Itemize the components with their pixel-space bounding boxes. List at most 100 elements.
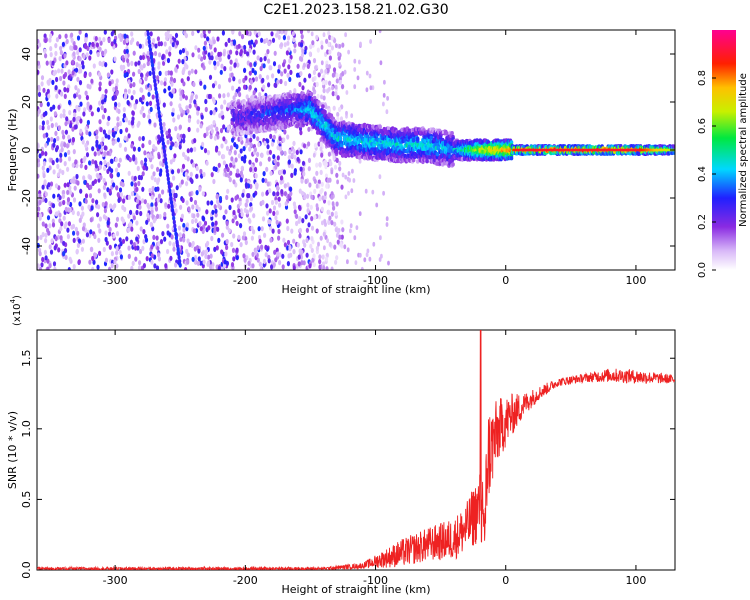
noise-speckle [51,79,55,85]
noise-speckle [106,220,110,226]
noise-speckle [211,221,215,227]
noise-speckle [327,209,331,215]
noise-speckle [256,245,260,251]
noise-speckle [382,93,386,98]
noise-speckle [114,222,118,228]
noise-speckle [194,94,198,100]
noise-speckle [70,32,74,38]
noise-speckle [266,181,270,187]
noise-speckle [190,68,194,74]
noise-speckle [202,54,207,61]
noise-speckle [106,161,110,167]
noise-speckle [288,58,292,64]
noise-speckle [369,85,373,91]
noise-speckle [110,251,114,257]
noise-speckle [84,164,88,170]
noise-speckle [191,240,195,247]
noise-speckle [102,129,106,135]
noise-speckle [344,32,347,38]
band-cell [295,123,299,129]
noise-speckle [292,148,296,154]
noise-speckle [234,195,238,201]
noise-speckle [196,106,201,112]
noise-speckle [141,186,145,192]
noise-speckle [200,56,204,62]
noise-speckle [202,65,206,71]
noise-speckle [196,127,200,133]
noise-speckle [323,194,327,200]
noise-speckle [193,259,197,265]
noise-speckle [53,266,57,270]
noise-speckle [307,166,311,172]
noise-speckle [62,112,66,118]
noise-speckle [309,204,313,210]
noise-speckle [196,119,200,125]
noise-speckle [205,126,209,132]
noise-speckle [104,62,108,68]
noise-speckle [102,246,106,253]
noise-speckle [302,62,306,68]
noise-speckle [123,49,127,55]
noise-speckle [70,37,74,44]
band-cell [323,109,327,115]
noise-speckle [159,198,163,204]
noise-speckle [339,241,343,248]
noise-speckle [276,161,280,167]
noise-speckle [151,94,155,100]
noise-speckle [96,51,100,58]
noise-speckle [232,209,236,216]
noise-speckle [90,78,94,84]
noise-speckle [152,218,156,224]
noise-speckle [261,199,265,205]
diagonal-trace-point [156,105,161,111]
noise-speckle [74,159,78,165]
noise-speckle [214,147,219,153]
noise-speckle [296,156,300,162]
noise-speckle [261,216,266,222]
noise-speckle [88,175,93,181]
noise-speckle [229,162,233,168]
noise-speckle [61,193,65,199]
noise-speckle [180,213,184,219]
noise-speckle [72,149,76,155]
noise-speckle [227,228,231,234]
noise-speckle [101,114,105,120]
noise-speckle [114,85,118,91]
noise-speckle [203,148,208,154]
noise-speckle [51,160,55,166]
noise-speckle [139,175,143,181]
noise-speckle [229,66,233,72]
noise-speckle [281,253,285,259]
noise-speckle [335,172,339,178]
noise-speckle [184,267,188,270]
noise-speckle [51,218,55,224]
noise-speckle [349,228,352,234]
noise-speckle [69,45,73,51]
noise-speckle [245,94,249,100]
noise-speckle [205,209,209,215]
noise-speckle [267,258,271,264]
noise-speckle [249,62,253,68]
diagonal-trace-point [164,156,168,162]
noise-speckle [297,204,302,210]
noise-speckle [279,42,284,48]
noise-speckle [212,39,216,45]
noise-speckle [237,208,241,214]
noise-speckle [257,142,261,148]
noise-speckle [203,33,207,39]
noise-speckle [211,209,215,215]
noise-speckle [314,65,317,71]
diagonal-trace-point [159,121,163,127]
noise-speckle [47,230,51,236]
noise-speckle [84,198,88,204]
noise-speckle [232,160,236,166]
noise-speckle [334,43,338,48]
noise-speckle [59,113,63,119]
noise-speckle [245,198,249,204]
noise-speckle [50,136,54,142]
noise-speckle [101,99,105,105]
noise-speckle [254,181,258,188]
noise-speckle [289,69,293,75]
noise-speckle [127,120,131,126]
